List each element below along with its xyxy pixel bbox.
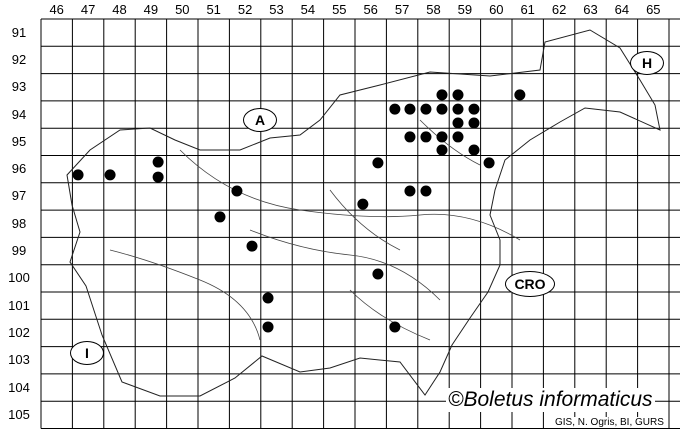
- record-dot: [262, 321, 274, 333]
- country-border: [66, 29, 661, 397]
- column-label: 57: [394, 2, 410, 17]
- row-label: 96: [11, 161, 27, 177]
- column-label: 55: [332, 2, 347, 17]
- copyright-text: ©Boletus informaticus: [446, 388, 655, 412]
- record-dot: [72, 169, 84, 181]
- column-label: 56: [363, 2, 378, 17]
- column-label: 48: [112, 2, 127, 17]
- record-dot: [404, 185, 416, 197]
- column-label: 54: [300, 2, 316, 17]
- row-label: 95: [11, 133, 27, 149]
- row-label: 100: [8, 270, 30, 286]
- record-dot: [372, 157, 384, 169]
- column-label: 59: [457, 2, 473, 17]
- column-label: 61: [520, 2, 535, 17]
- record-dot: [246, 240, 258, 252]
- column-label: 46: [49, 2, 64, 17]
- record-dot: [420, 185, 432, 197]
- record-dot: [214, 211, 226, 223]
- row-label: 94: [11, 106, 27, 122]
- credit-text: GIS, N. Ogris, BI, GURS: [555, 417, 664, 428]
- record-dot: [452, 117, 464, 129]
- column-label: 58: [426, 2, 441, 17]
- record-dot: [436, 131, 448, 143]
- record-dot: [389, 103, 401, 115]
- record-dot: [436, 103, 448, 115]
- column-label: 52: [237, 2, 253, 17]
- column-label: 65: [646, 2, 661, 17]
- record-dot: [404, 131, 416, 143]
- record-dot: [452, 131, 464, 143]
- column-label: 47: [80, 2, 96, 17]
- row-label: 93: [11, 79, 27, 95]
- row-label: 103: [8, 352, 30, 368]
- column-label: 51: [206, 2, 221, 17]
- column-label: 62: [551, 2, 567, 17]
- row-label: 97: [11, 188, 27, 204]
- record-dot: [436, 144, 448, 156]
- column-label: 50: [175, 2, 190, 17]
- record-dot: [104, 169, 116, 181]
- label-austria: A: [243, 108, 277, 132]
- record-dot: [514, 89, 526, 101]
- record-dot: [372, 268, 384, 280]
- column-label: 49: [143, 2, 159, 17]
- grid-lines: [40, 18, 680, 429]
- record-dot: [357, 198, 369, 210]
- column-label: 53: [269, 2, 284, 17]
- row-label: 104: [8, 379, 30, 395]
- record-dot: [468, 117, 480, 129]
- record-dot: [404, 103, 416, 115]
- record-dot: [262, 292, 274, 304]
- record-dot: [452, 89, 464, 101]
- row-label: 99: [11, 243, 27, 259]
- row-label: 102: [8, 324, 30, 340]
- record-dot: [389, 321, 401, 333]
- record-dot: [468, 103, 480, 115]
- record-dot: [420, 103, 432, 115]
- row-label: 98: [11, 215, 27, 231]
- record-dot: [468, 144, 480, 156]
- record-dot: [436, 89, 448, 101]
- row-label: 105: [8, 406, 30, 422]
- record-dot: [452, 103, 464, 115]
- column-label: 60: [489, 2, 504, 17]
- label-croatia: CRO: [505, 271, 555, 297]
- record-dot: [231, 185, 243, 197]
- column-label: 63: [583, 2, 598, 17]
- column-label: 64: [614, 2, 630, 17]
- row-label: 101: [8, 297, 30, 313]
- record-dot: [483, 157, 495, 169]
- label-hungary: H: [630, 51, 664, 75]
- label-italy: I: [70, 341, 104, 365]
- river: [109, 119, 521, 341]
- record-dot: [152, 171, 164, 183]
- record-dot: [420, 131, 432, 143]
- record-dot: [152, 156, 164, 168]
- row-label: 92: [11, 51, 27, 67]
- row-label: 91: [11, 24, 27, 40]
